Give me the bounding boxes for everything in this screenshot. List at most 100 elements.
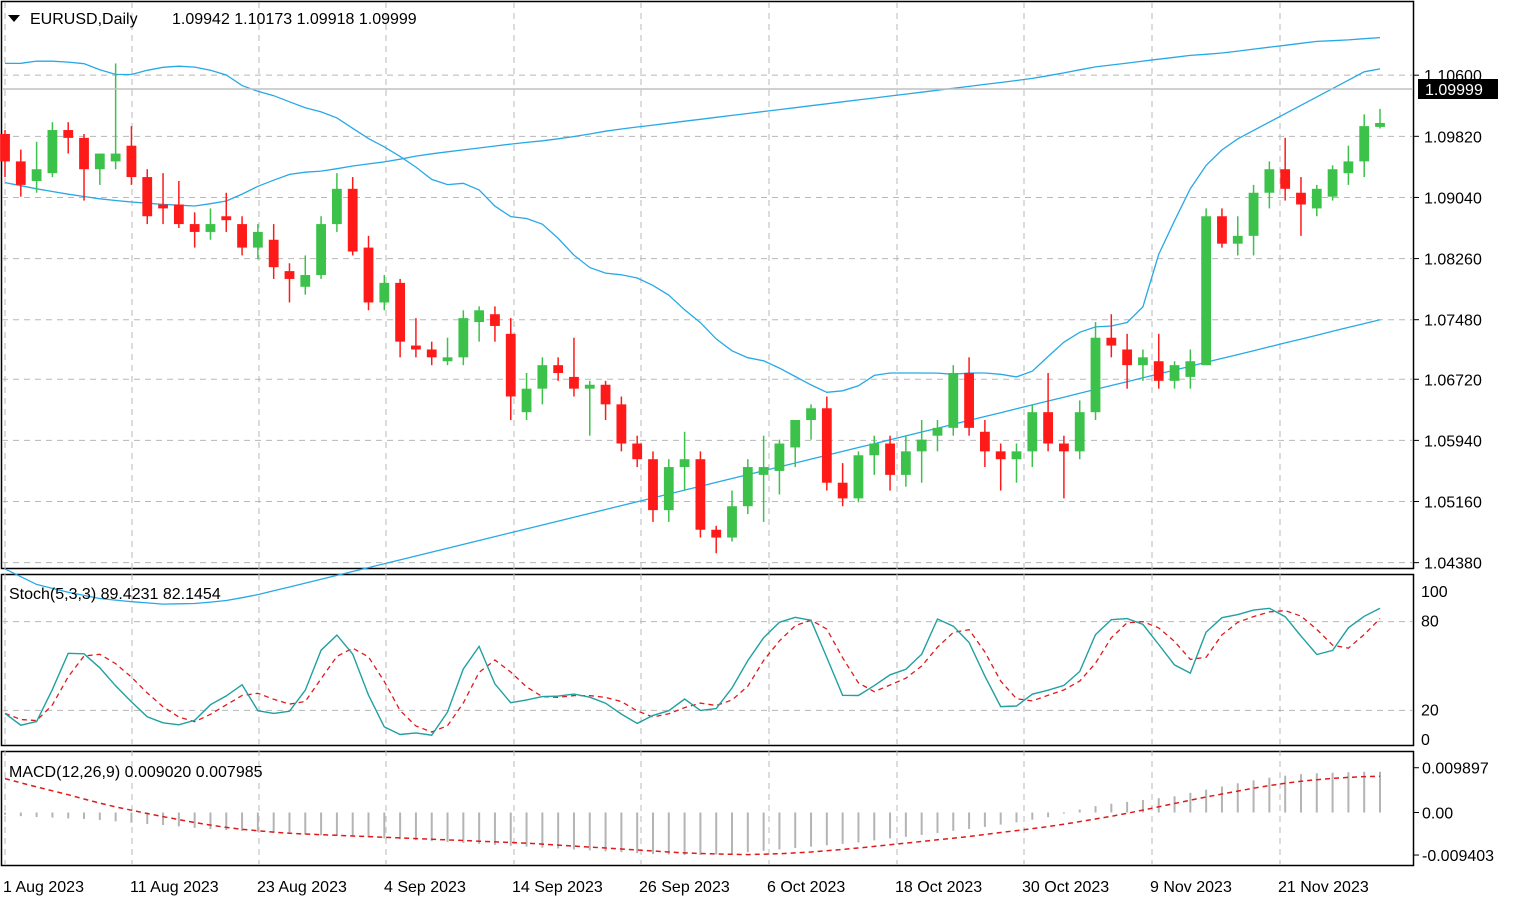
- bull-candle: [205, 224, 216, 232]
- bear-candle: [1217, 216, 1227, 244]
- bear-candle: [15, 161, 26, 185]
- bear-candle: [284, 271, 295, 279]
- stoch-tick-label: 100: [1421, 584, 1448, 601]
- bear-candle: [426, 349, 437, 358]
- bear-candle: [126, 145, 137, 178]
- bear-candle: [569, 376, 579, 389]
- bull-candle: [316, 224, 326, 276]
- bear-candle: [632, 443, 643, 460]
- x-tick-label: 9 Nov 2023: [1150, 879, 1232, 896]
- bull-candle: [1327, 169, 1338, 197]
- bear-candle: [347, 188, 358, 252]
- bear-candle: [237, 224, 247, 248]
- axis-labels: 1 Aug 2023 11 Aug 2023 23 Aug 2023 4 Sep 20…: [3, 68, 1494, 896]
- bull-candle: [663, 467, 674, 511]
- bull-candle: [758, 467, 769, 475]
- bear-candle: [1122, 349, 1133, 366]
- bull-candle: [458, 318, 469, 358]
- lower-band-line: [4, 319, 1381, 605]
- x-tick-label: 11 Aug 2023: [130, 879, 219, 896]
- price-tick-label: 1.05940: [1424, 433, 1482, 450]
- bull-candle: [806, 408, 816, 421]
- bear-candle: [885, 443, 895, 475]
- price-tick-label: 1.09040: [1424, 190, 1482, 207]
- bull-candle: [1311, 188, 1322, 209]
- macd-panel[interactable]: [0, 750, 1415, 867]
- bull-candle: [474, 310, 485, 323]
- x-tick-label: 21 Nov 2023: [1278, 879, 1369, 896]
- bull-candle: [331, 188, 342, 225]
- bull-candle: [1359, 126, 1370, 162]
- bear-candle: [979, 431, 990, 452]
- upper-band-line: [4, 60, 1381, 393]
- bull-candle: [47, 130, 58, 174]
- x-tick-label: 30 Oct 2023: [1022, 879, 1109, 896]
- bull-candle: [1343, 161, 1354, 174]
- stoch-panel[interactable]: [0, 573, 1415, 747]
- bull-candle: [1232, 235, 1243, 244]
- bear-candle: [221, 216, 232, 221]
- macd-signal-line: [4, 775, 1381, 856]
- bull-candle: [379, 282, 390, 303]
- bear-candle: [395, 282, 406, 342]
- x-tick-label: 18 Oct 2023: [895, 879, 982, 896]
- x-tick-label: 6 Oct 2023: [767, 879, 845, 896]
- macd-tick-label: 0.00: [1422, 806, 1453, 823]
- bull-candle: [521, 388, 532, 413]
- macd-tick-label: 0.009897: [1422, 761, 1489, 778]
- bear-candle: [553, 365, 564, 373]
- bear-candle: [158, 204, 168, 209]
- bull-candle: [679, 459, 690, 468]
- grid-lines: [2, 2, 1413, 865]
- bull-candle: [442, 357, 453, 362]
- bollinger-bands: [4, 36, 1381, 605]
- bear-candle: [995, 451, 1006, 460]
- bear-candle: [63, 130, 74, 138]
- bear-candle: [79, 137, 89, 170]
- bull-candle: [110, 153, 121, 162]
- bull-candle: [584, 384, 595, 389]
- candlesticks: [0, 63, 1385, 554]
- x-tick-label: 4 Sep 2023: [384, 879, 466, 896]
- price-tick-label: 1.04380: [1424, 556, 1482, 573]
- bull-candle: [300, 275, 311, 287]
- bull-candle: [94, 153, 105, 170]
- stoch-tick-label: 0: [1421, 732, 1430, 749]
- bull-candle: [916, 439, 927, 452]
- macd-tick-label: -0.009403: [1422, 848, 1494, 865]
- x-tick-label: 26 Sep 2023: [639, 879, 730, 896]
- bull-candle: [1138, 357, 1148, 366]
- bull-candle: [1201, 216, 1212, 366]
- bull-candle: [948, 372, 959, 428]
- macd-series: [4, 771, 1381, 856]
- bull-candle: [900, 451, 911, 475]
- bull-candle: [1375, 122, 1385, 127]
- bear-candle: [616, 404, 627, 444]
- bull-candle: [1264, 169, 1275, 193]
- bull-candle: [853, 455, 864, 499]
- bear-candle: [173, 204, 184, 225]
- bear-candle: [711, 529, 722, 538]
- bull-candle: [742, 467, 753, 507]
- stoch-title: Stoch(5,3,3) 89.4231 82.1454: [9, 586, 221, 603]
- bear-candle: [189, 224, 200, 232]
- price-tick-label: 1.05160: [1424, 495, 1482, 512]
- bear-candle: [1043, 412, 1054, 444]
- price-tick-label: 1.07480: [1424, 313, 1482, 330]
- ohlc-values: 1.09942 1.10173 1.09918 1.09999: [172, 11, 417, 28]
- price-tick-label: 1.06720: [1424, 372, 1482, 389]
- bear-candle: [695, 459, 706, 530]
- bear-candle: [964, 372, 974, 428]
- bear-candle: [268, 239, 279, 268]
- bull-candle: [774, 443, 785, 471]
- price-tick-label: 1.08260: [1424, 252, 1482, 269]
- price-panel[interactable]: [0, 0, 1415, 570]
- bull-candle: [537, 365, 548, 389]
- x-tick-label: 1 Aug 2023: [3, 879, 84, 896]
- stoch-main-line: [4, 607, 1381, 736]
- bull-candle: [1074, 412, 1085, 452]
- macd-title: MACD(12,26,9) 0.009020 0.007985: [9, 764, 263, 781]
- collapse-triangle-icon[interactable]: [8, 15, 20, 22]
- stoch-tick-label: 80: [1421, 614, 1439, 631]
